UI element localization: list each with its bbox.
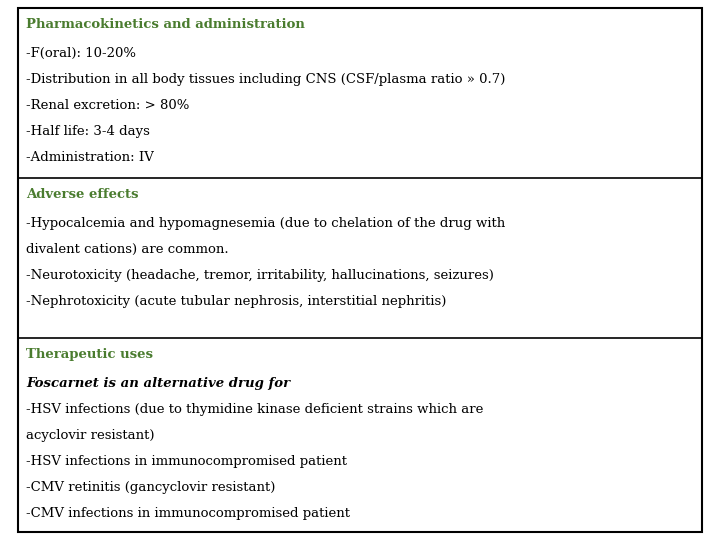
Text: Therapeutic uses: Therapeutic uses	[26, 348, 153, 361]
Text: -Nephrotoxicity (acute tubular nephrosis, interstitial nephritis): -Nephrotoxicity (acute tubular nephrosis…	[26, 295, 446, 308]
Text: -CMV infections in immunocompromised patient: -CMV infections in immunocompromised pat…	[26, 507, 350, 519]
Text: -F(oral): 10-20%: -F(oral): 10-20%	[26, 46, 136, 59]
Text: -HSV infections (due to thymidine kinase deficient strains which are: -HSV infections (due to thymidine kinase…	[26, 403, 483, 416]
Text: -Distribution in all body tissues including CNS (CSF/plasma ratio » 0.7): -Distribution in all body tissues includ…	[26, 72, 505, 86]
Text: -HSV infections in immunocompromised patient: -HSV infections in immunocompromised pat…	[26, 455, 347, 468]
Text: -Hypocalcemia and hypomagnesemia (due to chelation of the drug with: -Hypocalcemia and hypomagnesemia (due to…	[26, 217, 505, 230]
Text: divalent cations) are common.: divalent cations) are common.	[26, 242, 229, 255]
Text: -Renal excretion: > 80%: -Renal excretion: > 80%	[26, 99, 189, 112]
Text: acyclovir resistant): acyclovir resistant)	[26, 429, 155, 442]
Text: -Administration: IV: -Administration: IV	[26, 151, 154, 164]
Text: Foscarnet is an alternative drug for: Foscarnet is an alternative drug for	[26, 376, 290, 389]
Text: -Neurotoxicity (headache, tremor, irritability, hallucinations, seizures): -Neurotoxicity (headache, tremor, irrita…	[26, 268, 494, 281]
Text: -Half life: 3-4 days: -Half life: 3-4 days	[26, 125, 150, 138]
Text: -CMV retinitis (gancyclovir resistant): -CMV retinitis (gancyclovir resistant)	[26, 481, 275, 494]
Text: Pharmacokinetics and administration: Pharmacokinetics and administration	[26, 18, 305, 31]
Text: Adverse effects: Adverse effects	[26, 188, 138, 201]
